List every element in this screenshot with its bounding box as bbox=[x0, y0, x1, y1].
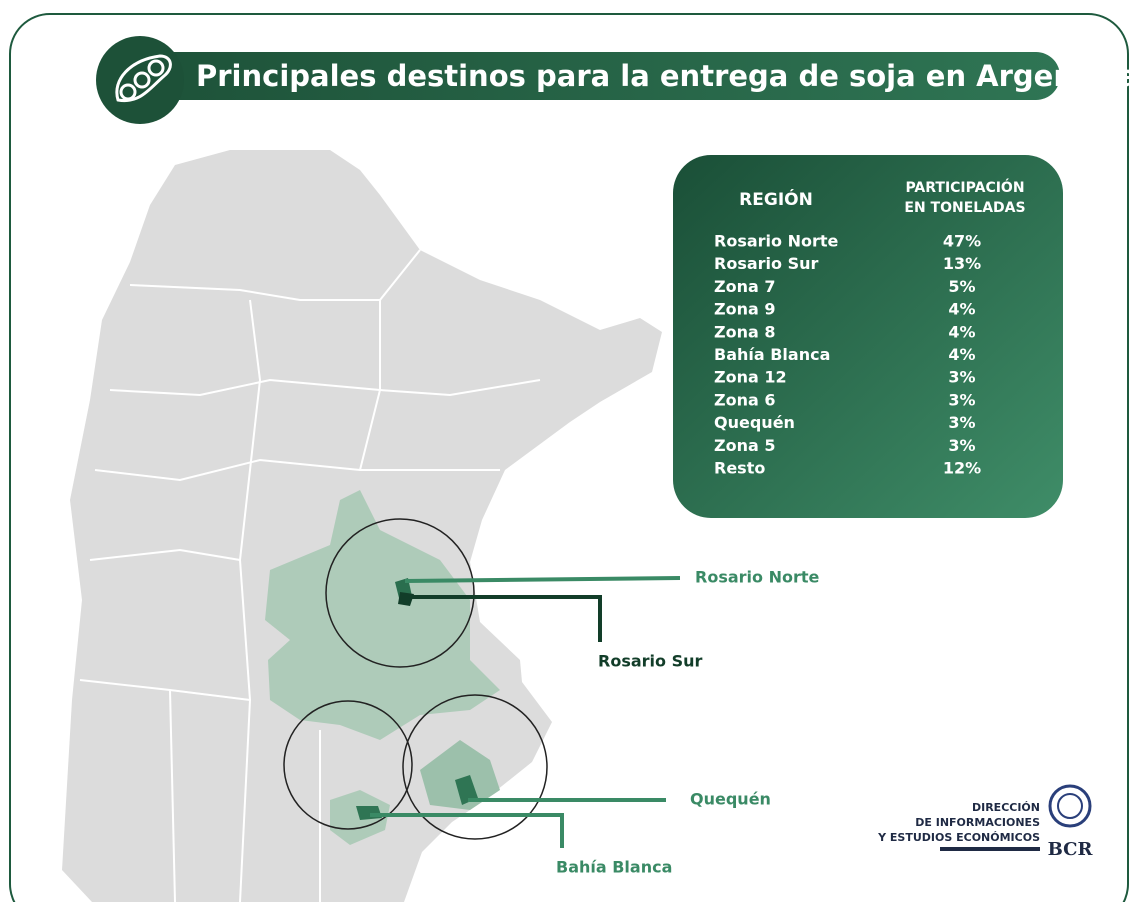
title-icon bbox=[96, 36, 184, 124]
title-bar bbox=[120, 52, 1060, 100]
table-rows: Rosario Norte 47% Rosario Sur 13% Zona 7 5% Zo… bbox=[714, 232, 981, 478]
table-header: EN TONELADAS bbox=[904, 200, 1025, 216]
region-quequen-zone bbox=[420, 740, 500, 810]
region-share: 4% bbox=[948, 300, 975, 319]
map: Rosario Norte Rosario Sur Quequén Bahía … bbox=[62, 150, 819, 903]
region-zones bbox=[265, 490, 500, 740]
borders bbox=[79, 249, 541, 903]
map-label: Bahía Blanca bbox=[556, 858, 672, 877]
logo-line: DE INFORMACIONES bbox=[915, 816, 1040, 829]
logo: DIRECCIÓN DE INFORMACIONES Y ESTUDIOS EC… bbox=[877, 784, 1094, 860]
region-share: 3% bbox=[948, 390, 975, 409]
region-name: Zona 7 bbox=[714, 277, 775, 296]
region-name: Rosario Norte bbox=[714, 232, 838, 251]
region-name: Zona 9 bbox=[714, 300, 775, 319]
region-share: 3% bbox=[948, 413, 975, 432]
logo-line: DIRECCIÓN bbox=[972, 801, 1040, 814]
logo-emblem-inner bbox=[1057, 793, 1083, 819]
region-name: Zona 5 bbox=[714, 436, 775, 455]
region-name: Zona 8 bbox=[714, 322, 775, 341]
title: Principales destinos para la entrega de … bbox=[196, 59, 1136, 93]
region-name: Quequén bbox=[714, 413, 795, 432]
region-share: 13% bbox=[943, 254, 981, 273]
logo-line: Y ESTUDIOS ECONÓMICOS bbox=[877, 831, 1040, 844]
logo-brand: BCR bbox=[1048, 839, 1094, 860]
table-header: REGIÓN bbox=[739, 188, 813, 210]
region-name: Zona 12 bbox=[714, 368, 787, 387]
table-header: PARTICIPACIÓN bbox=[905, 178, 1024, 196]
region-share: 47% bbox=[943, 232, 981, 251]
logo-underline bbox=[940, 847, 1040, 851]
region-name: Zona 6 bbox=[714, 390, 775, 409]
region-share: 3% bbox=[948, 368, 975, 387]
region-share: 4% bbox=[948, 322, 975, 341]
table-box bbox=[673, 155, 1063, 518]
region-name: Bahía Blanca bbox=[714, 345, 830, 364]
map-label: Quequén bbox=[690, 790, 771, 809]
region-name: Rosario Sur bbox=[714, 254, 818, 273]
quequen-area bbox=[455, 775, 478, 805]
logo-emblem bbox=[1048, 784, 1092, 828]
leader-lines bbox=[370, 576, 681, 848]
highlight-circles bbox=[283, 518, 548, 840]
map-label: Rosario Norte bbox=[695, 568, 819, 587]
region-share: 3% bbox=[948, 436, 975, 455]
region-share: 12% bbox=[943, 459, 981, 478]
map-label: Rosario Sur bbox=[598, 652, 702, 671]
soy-icon bbox=[115, 54, 172, 103]
region-share: 4% bbox=[948, 345, 975, 364]
region-share: 5% bbox=[948, 277, 975, 296]
region-name: Resto bbox=[714, 459, 765, 478]
